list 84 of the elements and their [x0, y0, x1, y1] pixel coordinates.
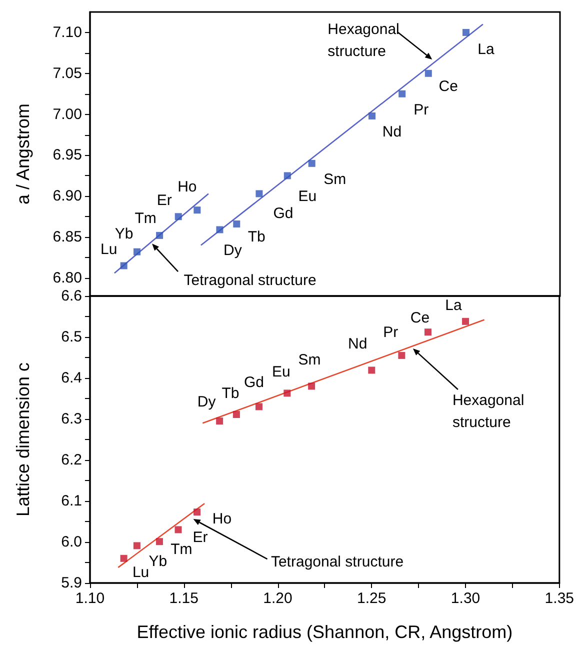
annotation: La — [478, 40, 495, 58]
x-axis-title: Effective ionic radius (Shannon, CR, Angstrom) — [136, 622, 513, 642]
point — [255, 403, 262, 410]
y-axis-title: Lattice dimension c — [13, 362, 33, 517]
y-tick-label: 6.2 — [61, 452, 82, 468]
annotation: Gd — [273, 205, 294, 222]
annotation: Tm — [134, 210, 156, 227]
point — [462, 318, 470, 325]
annotation: Nd — [382, 123, 402, 140]
y-tick-label: 6.0 — [61, 534, 82, 550]
point — [156, 232, 164, 239]
y-tick-label: 6.85 — [52, 228, 82, 246]
annotation: Lu — [100, 241, 118, 258]
annotation: Er — [192, 529, 208, 546]
y-tick-label: 5.9 — [61, 574, 82, 592]
point — [308, 160, 316, 167]
point — [424, 328, 432, 336]
point — [120, 554, 128, 562]
annotation: Pr — [383, 324, 398, 341]
annotation: Tb — [248, 228, 266, 246]
point — [368, 366, 376, 374]
annotation: Tetragonal structure — [270, 554, 404, 571]
annotation: Er — [156, 192, 172, 210]
y-tick-label: 6.90 — [52, 188, 82, 205]
point — [194, 508, 201, 516]
y-tick-label: 6.4 — [61, 370, 82, 386]
annotation: Ho — [178, 178, 197, 196]
x-tick-label: 1.20 — [263, 590, 292, 607]
annotation: Yb — [114, 225, 134, 242]
point — [462, 28, 470, 36]
point — [308, 382, 316, 390]
annotation: Tetragonal structure — [184, 272, 316, 290]
y-tick-label: 6.95 — [52, 146, 82, 164]
annotation: Ce — [410, 310, 430, 327]
point — [174, 213, 182, 220]
point — [284, 172, 291, 180]
point — [174, 526, 182, 534]
annotation: Nd — [348, 336, 368, 353]
annotation: Hexagonal structure — [328, 20, 404, 60]
y-tick-label: 6.5 — [61, 328, 82, 346]
y-tick-label: 6.6 — [61, 288, 82, 304]
annotation: Hexagonal structure — [452, 392, 528, 431]
point — [194, 206, 201, 214]
y-tick-label: 6.80 — [52, 269, 82, 286]
annotation: Gd — [244, 374, 264, 392]
point — [133, 542, 140, 550]
x-tick-label: 1.15 — [169, 590, 198, 607]
point — [216, 418, 224, 425]
point — [256, 190, 263, 198]
y-tick-label: 7.10 — [52, 24, 82, 41]
annotation: Dy — [224, 242, 242, 260]
point — [368, 112, 376, 120]
y-tick-label: 7.05 — [52, 64, 82, 82]
y-tick-label: 6.3 — [61, 410, 82, 428]
y-tick-label: 6.1 — [61, 492, 82, 510]
annotation: Ho — [212, 510, 232, 528]
point — [398, 90, 406, 98]
point — [156, 538, 163, 546]
annotation: Ce — [438, 78, 458, 95]
point — [233, 220, 240, 228]
annotation: La — [445, 296, 463, 314]
annotation: Yb — [148, 553, 168, 570]
x-tick-label: 1.30 — [450, 590, 480, 607]
annotation: Pr — [414, 101, 429, 118]
point — [120, 262, 128, 270]
annotation: Lu — [132, 564, 150, 581]
point — [284, 390, 291, 397]
point — [134, 248, 140, 256]
annotation: Tm — [170, 541, 192, 558]
point — [424, 70, 432, 77]
y-tick-label: 7.00 — [52, 106, 82, 123]
x-tick-label: 1.35 — [544, 590, 574, 607]
annotation: Tb — [222, 384, 240, 402]
annotation: Dy — [197, 394, 216, 411]
y-axis-title: a / Angstrom — [13, 103, 33, 205]
annotation: Eu — [298, 188, 317, 206]
annotation: Sm — [324, 170, 346, 188]
point — [232, 410, 240, 418]
x-tick-label: 1.10 — [75, 590, 105, 607]
x-tick-label: 1.25 — [357, 590, 386, 607]
point — [216, 226, 224, 234]
annotation: Sm — [298, 352, 321, 369]
point — [398, 352, 406, 359]
annotation: Eu — [272, 364, 290, 381]
